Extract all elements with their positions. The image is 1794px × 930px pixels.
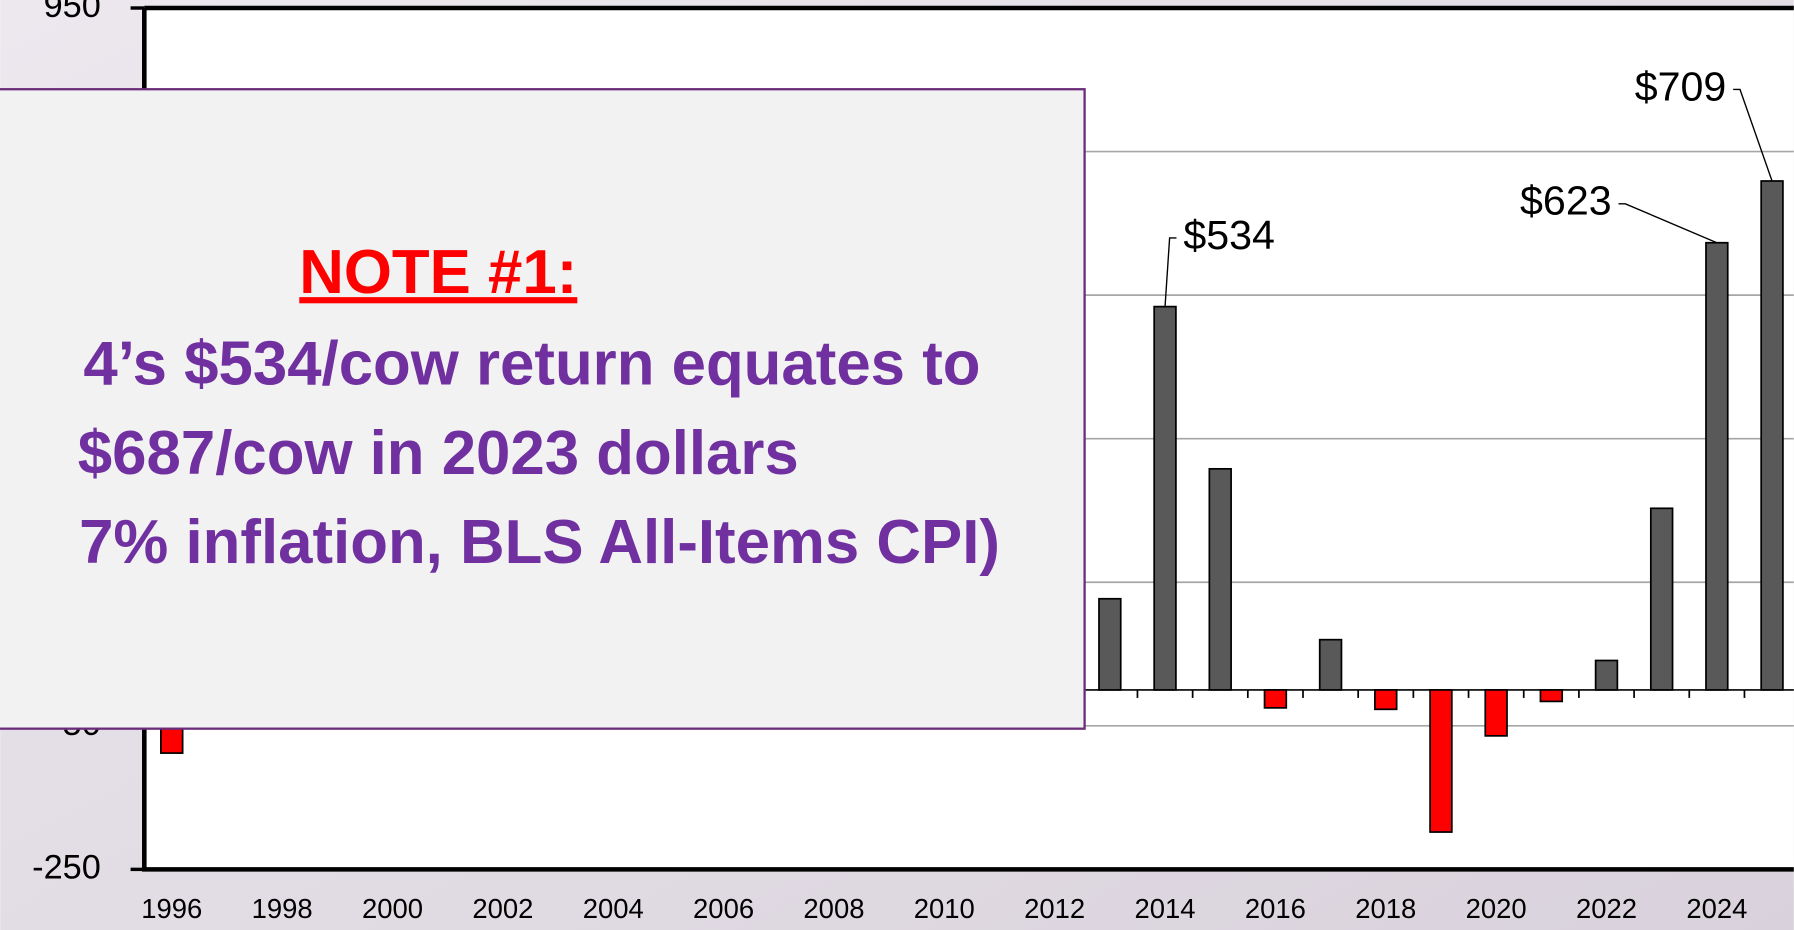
bar	[1153, 305, 1177, 691]
x-tick-label: 2002	[472, 893, 533, 924]
x-tick-label: 2006	[693, 893, 754, 924]
x-tick-label: 1996	[141, 893, 202, 924]
note-box	[0, 88, 1086, 730]
x-tick-label: 2014	[1135, 893, 1196, 924]
value-label: $623	[1520, 178, 1612, 224]
value-label: $709	[1635, 63, 1727, 109]
bar	[1594, 659, 1619, 691]
x-tick-label: 2016	[1245, 893, 1306, 924]
y-tick-label: 950	[44, 0, 101, 25]
value-label: $534	[1183, 212, 1275, 258]
x-tick-label: 2012	[1024, 893, 1085, 924]
bar	[1705, 241, 1729, 691]
bar	[1760, 180, 1784, 691]
x-tick-label: 2000	[362, 893, 423, 924]
x-tick-label: 2022	[1576, 893, 1637, 924]
leader-line	[1618, 203, 1718, 244]
leader-line	[1733, 88, 1773, 182]
bar	[1484, 689, 1508, 737]
note-line: 4’s $534/cow return equates to	[83, 330, 980, 399]
x-tick-label: 2024	[1686, 893, 1747, 924]
y-tick-label: -250	[32, 848, 101, 886]
note-title: NOTE #1:	[299, 238, 577, 307]
x-tick-label: 2018	[1355, 893, 1416, 924]
bar	[1374, 689, 1398, 711]
note-line: $687/cow in 2023 dollars	[78, 419, 799, 488]
x-tick-label: 2010	[914, 893, 975, 924]
x-tick-label: 2004	[583, 893, 644, 924]
x-tick-label: 2020	[1466, 893, 1527, 924]
bar	[1098, 597, 1122, 691]
x-tick-label: 2008	[803, 893, 864, 924]
x-tick-label: 1998	[252, 893, 313, 924]
bar	[1263, 689, 1288, 709]
note-line: 7% inflation, BLS All-Items CPI)	[79, 508, 1000, 577]
bar	[1318, 638, 1343, 691]
bar	[1649, 507, 1674, 691]
bar	[1539, 689, 1564, 703]
bar	[1429, 689, 1453, 833]
leader-line	[1164, 237, 1177, 307]
bar	[1208, 467, 1232, 691]
